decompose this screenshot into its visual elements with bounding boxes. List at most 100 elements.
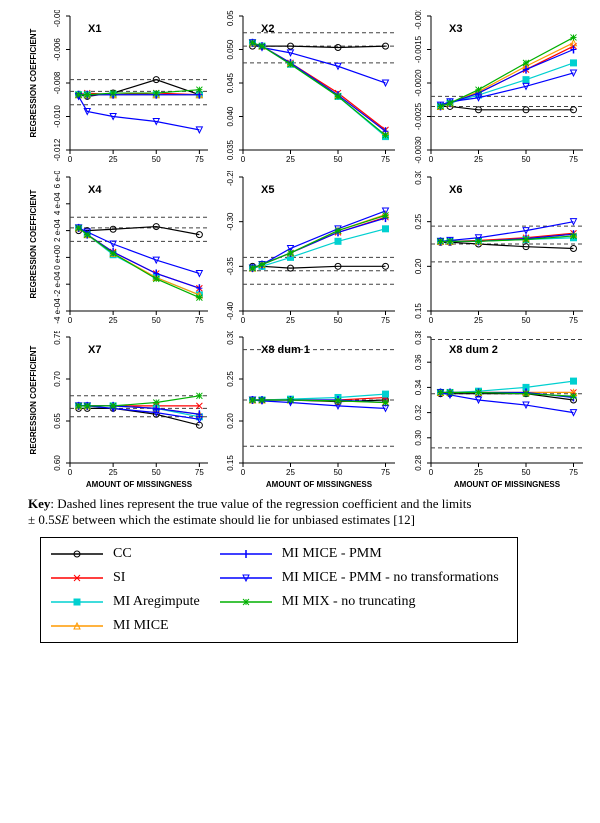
svg-text:50: 50 bbox=[152, 468, 161, 477]
svg-text:-0.004: -0.004 bbox=[53, 10, 62, 27]
svg-text:50: 50 bbox=[521, 468, 530, 477]
svg-text:50: 50 bbox=[521, 316, 530, 325]
panel-X7: 02550750.600.650.700.75X7REGRESSION COEF… bbox=[28, 331, 213, 490]
svg-text:75: 75 bbox=[381, 316, 390, 325]
svg-text:0: 0 bbox=[241, 468, 246, 477]
svg-text:X8 dum 1: X8 dum 1 bbox=[261, 344, 310, 356]
svg-text:REGRESSION COEFFICIENT: REGRESSION COEFFICIENT bbox=[29, 346, 38, 455]
key-post: between which the estimate should lie fo… bbox=[69, 512, 415, 527]
svg-text:25: 25 bbox=[286, 468, 295, 477]
svg-text:50: 50 bbox=[334, 155, 343, 164]
svg-text:0: 0 bbox=[68, 468, 73, 477]
svg-text:75: 75 bbox=[569, 155, 578, 164]
svg-text:2 e-04: 2 e-04 bbox=[53, 218, 62, 241]
svg-text:0.040: 0.040 bbox=[226, 106, 235, 127]
svg-text:0.30: 0.30 bbox=[226, 331, 235, 345]
svg-text:-0.006: -0.006 bbox=[53, 38, 62, 61]
svg-text:4 e-04: 4 e-04 bbox=[53, 192, 62, 215]
legend-item-SI: SI bbox=[49, 570, 200, 586]
svg-text:75: 75 bbox=[195, 155, 204, 164]
svg-text:-0.0020: -0.0020 bbox=[414, 69, 423, 97]
svg-text:REGRESSION COEFFICIENT: REGRESSION COEFFICIENT bbox=[29, 28, 38, 137]
svg-text:0.20: 0.20 bbox=[414, 258, 423, 274]
svg-text:0: 0 bbox=[241, 155, 246, 164]
panel-X6: 02550750.150.200.250.30X6 bbox=[403, 171, 588, 330]
svg-text:X8 dum 2: X8 dum 2 bbox=[449, 344, 498, 356]
svg-text:0.38: 0.38 bbox=[414, 331, 423, 345]
svg-text:0: 0 bbox=[68, 155, 73, 164]
legend-label: MI MICE - PMM bbox=[282, 546, 382, 562]
svg-text:25: 25 bbox=[109, 468, 118, 477]
svg-text:X6: X6 bbox=[449, 184, 462, 196]
svg-text:X4: X4 bbox=[88, 184, 102, 196]
svg-text:0.25: 0.25 bbox=[226, 371, 235, 387]
legend-item-MICE: MI MICE bbox=[49, 618, 200, 634]
panel-X4: 0255075-4 e-04-2 e-040 e+002 e-044 e-046… bbox=[28, 171, 213, 330]
svg-text:75: 75 bbox=[569, 316, 578, 325]
svg-text:0.75: 0.75 bbox=[53, 331, 62, 345]
svg-text:X3: X3 bbox=[449, 23, 462, 35]
legend-col-right: MI MICE - PMM MI MICE - PMM - no transfor… bbox=[218, 546, 499, 634]
panel-X5: 0255075-0.40-0.35-0.30-0.25X5 bbox=[215, 171, 400, 330]
svg-text:-0.012: -0.012 bbox=[53, 138, 62, 161]
svg-text:REGRESSION COEFFICIENT: REGRESSION COEFFICIENT bbox=[29, 189, 38, 298]
legend-item-MICE_PMM_nt: MI MICE - PMM - no transformations bbox=[218, 570, 499, 586]
svg-text:50: 50 bbox=[152, 316, 161, 325]
svg-text:0: 0 bbox=[241, 316, 246, 325]
legend-item-MICE_PMM: MI MICE - PMM bbox=[218, 546, 499, 562]
svg-text:-0.008: -0.008 bbox=[53, 71, 62, 94]
legend-label: SI bbox=[113, 570, 125, 586]
svg-text:-0.35: -0.35 bbox=[226, 256, 235, 275]
svg-text:75: 75 bbox=[381, 155, 390, 164]
svg-text:0.65: 0.65 bbox=[53, 413, 62, 429]
svg-text:-0.30: -0.30 bbox=[226, 212, 235, 231]
svg-text:75: 75 bbox=[381, 468, 390, 477]
svg-text:0.050: 0.050 bbox=[226, 39, 235, 60]
svg-text:-0.0025: -0.0025 bbox=[414, 102, 423, 130]
svg-text:0.60: 0.60 bbox=[53, 455, 62, 471]
legend-item-Aregimpute: MI Aregimpute bbox=[49, 594, 200, 610]
svg-text:0.035: 0.035 bbox=[226, 139, 235, 160]
svg-text:50: 50 bbox=[334, 468, 343, 477]
legend-label: MI Aregimpute bbox=[113, 594, 200, 610]
svg-text:0 e+00: 0 e+00 bbox=[53, 244, 62, 269]
svg-text:X1: X1 bbox=[88, 23, 101, 35]
legend-label: MI MIX - no truncating bbox=[282, 594, 416, 610]
panel-X1: 0255075-0.012-0.010-0.008-0.006-0.004X1R… bbox=[28, 10, 213, 169]
svg-text:25: 25 bbox=[286, 155, 295, 164]
svg-text:-2 e-04: -2 e-04 bbox=[53, 271, 62, 297]
svg-text:25: 25 bbox=[286, 316, 295, 325]
svg-text:0.25: 0.25 bbox=[414, 213, 423, 229]
key-lead: Key bbox=[28, 496, 50, 511]
svg-text:0: 0 bbox=[428, 468, 433, 477]
svg-text:50: 50 bbox=[152, 155, 161, 164]
svg-text:-0.0015: -0.0015 bbox=[414, 35, 423, 63]
legend-label: CC bbox=[113, 546, 132, 562]
svg-text:0.32: 0.32 bbox=[414, 405, 423, 421]
svg-text:25: 25 bbox=[109, 316, 118, 325]
svg-text:6 e-04: 6 e-04 bbox=[53, 171, 62, 188]
svg-text:-0.010: -0.010 bbox=[53, 105, 62, 128]
key-se: SE bbox=[55, 512, 69, 527]
panel-X3: 0255075-0.0030-0.0025-0.0020-0.0015-0.00… bbox=[403, 10, 588, 169]
svg-text:0: 0 bbox=[68, 316, 73, 325]
svg-text:0.045: 0.045 bbox=[226, 72, 235, 93]
svg-text:-0.25: -0.25 bbox=[226, 171, 235, 186]
svg-text:0.34: 0.34 bbox=[414, 379, 423, 395]
legend-label: MI MICE bbox=[113, 618, 169, 634]
legend-box: CCSIMI AregimputeMI MICE MI MICE - PMMMI… bbox=[40, 537, 518, 643]
svg-text:X5: X5 bbox=[261, 184, 274, 196]
key-pm: ± 0.5 bbox=[28, 512, 55, 527]
svg-text:25: 25 bbox=[474, 155, 483, 164]
key-caption: Key: Dashed lines represent the true val… bbox=[28, 496, 588, 529]
legend-col-left: CC SI MI Aregimpute MI MICE bbox=[49, 546, 200, 634]
svg-text:AMOUNT OF MISSINGNESS: AMOUNT OF MISSINGNESS bbox=[266, 480, 373, 489]
key-body1: : Dashed lines represent the true value … bbox=[50, 496, 471, 511]
svg-text:0.70: 0.70 bbox=[53, 371, 62, 387]
svg-text:0.30: 0.30 bbox=[414, 171, 423, 185]
svg-text:AMOUNT OF MISSINGNESS: AMOUNT OF MISSINGNESS bbox=[86, 480, 193, 489]
svg-text:25: 25 bbox=[474, 468, 483, 477]
svg-text:X2: X2 bbox=[261, 23, 274, 35]
svg-text:0.28: 0.28 bbox=[414, 455, 423, 471]
svg-text:0.15: 0.15 bbox=[226, 455, 235, 471]
